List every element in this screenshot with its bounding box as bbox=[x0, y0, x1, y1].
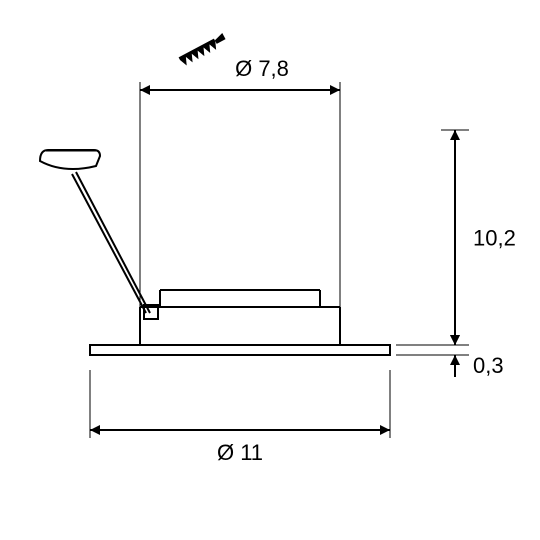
label-height: 10,2 bbox=[473, 226, 516, 251]
saw-icon bbox=[179, 39, 217, 66]
label-outer-diameter: Ø 11 bbox=[217, 440, 263, 465]
label-flange-thickness: 0,3 bbox=[473, 353, 504, 378]
label-cutout-diameter: Ø 7,8 bbox=[235, 56, 289, 81]
flange bbox=[90, 345, 390, 355]
dimension-diagram: Ø 7,8 Ø 11 10,2 0,3 bbox=[0, 0, 540, 540]
clip-head bbox=[40, 150, 100, 169]
